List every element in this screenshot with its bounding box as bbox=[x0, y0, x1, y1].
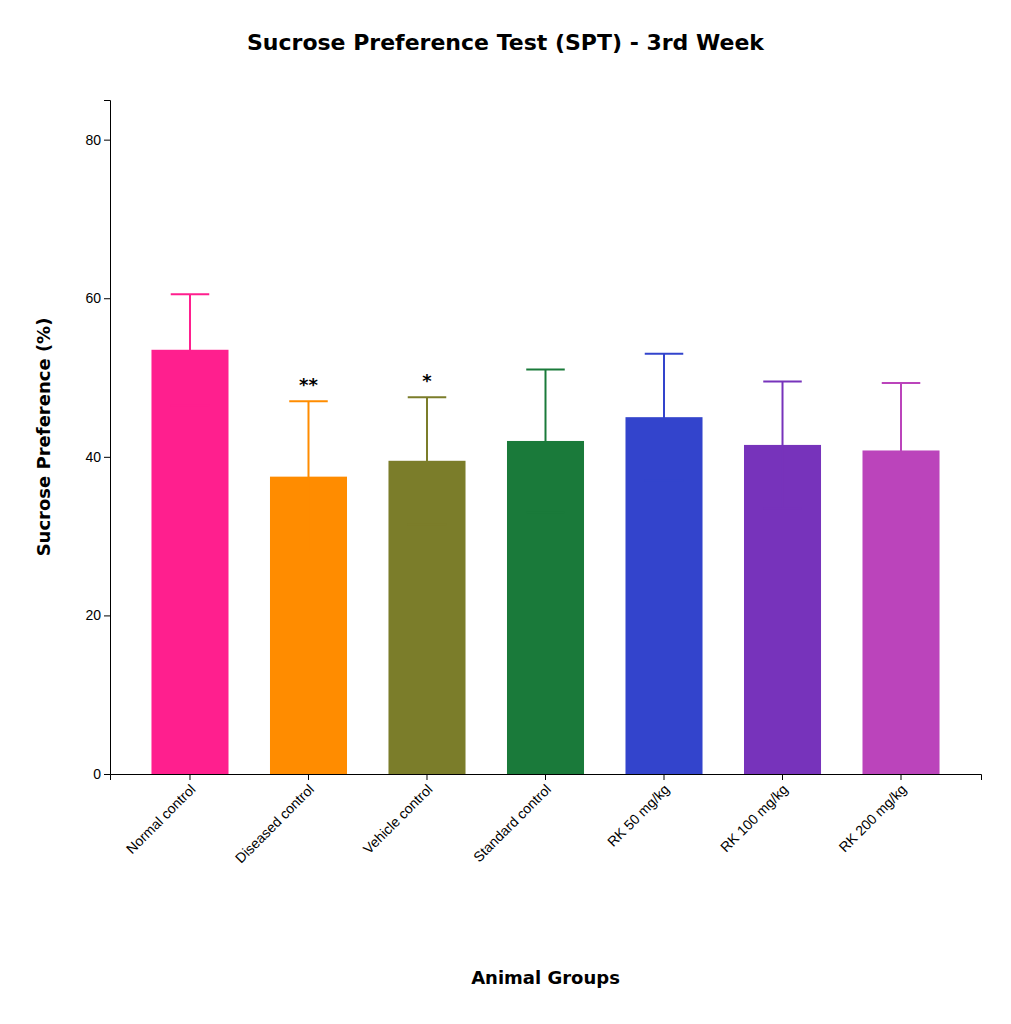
tick-mark bbox=[104, 140, 110, 141]
error-bar bbox=[882, 383, 921, 518]
tick-label: RK 200 mg/kg bbox=[835, 781, 909, 855]
bar bbox=[151, 350, 228, 774]
error-bar bbox=[763, 381, 802, 508]
error-bar-cap bbox=[171, 293, 210, 295]
tick-label: Diseased control bbox=[232, 781, 317, 866]
error-bar bbox=[408, 397, 447, 524]
tick-label: 60 bbox=[85, 290, 101, 306]
tick-mark bbox=[104, 298, 110, 299]
tick: 20 bbox=[85, 607, 110, 623]
tick: RK 100 mg/kg bbox=[717, 774, 791, 855]
error-bar-cap bbox=[171, 404, 210, 406]
error-bar-cap bbox=[645, 480, 684, 482]
tick: Vehicle control bbox=[360, 774, 436, 857]
error-bar-cap bbox=[526, 369, 565, 371]
error-bar-cap bbox=[526, 511, 565, 513]
tick: Normal control bbox=[123, 774, 199, 857]
x-axis: Normal control Diseased control Vehicle co… bbox=[111, 774, 982, 866]
tick: 80 bbox=[85, 132, 110, 148]
error-bar-stem bbox=[663, 354, 665, 481]
error-bar-stem bbox=[782, 381, 784, 508]
tick-label: 0 bbox=[93, 766, 101, 782]
axis-line bbox=[104, 101, 111, 775]
tick-mark bbox=[189, 774, 190, 780]
tick-label: Normal control bbox=[123, 781, 199, 857]
chart: ***020406080Normal controlDiseased contr… bbox=[0, 0, 1011, 1024]
error-bar-cap bbox=[763, 380, 802, 382]
error-bar-stem bbox=[307, 401, 309, 552]
tick-mark bbox=[782, 774, 783, 780]
tick-label: RK 100 mg/kg bbox=[717, 781, 791, 855]
error-bar-stem bbox=[426, 397, 428, 524]
error-bar-cap bbox=[882, 517, 921, 519]
tick: RK 50 mg/kg bbox=[604, 774, 673, 850]
error-bar-cap bbox=[408, 396, 447, 398]
tick-mark bbox=[545, 774, 546, 780]
tick-mark bbox=[308, 774, 309, 780]
title: Sucrose Preference Test (SPT) - 3rd Week bbox=[247, 30, 765, 55]
tick: 0 bbox=[93, 766, 110, 782]
axis-line bbox=[111, 775, 982, 781]
annotations: *** bbox=[299, 370, 432, 395]
error-bar bbox=[289, 401, 328, 552]
tick: RK 200 mg/kg bbox=[835, 774, 909, 855]
tick-mark bbox=[664, 774, 665, 780]
tick-label: 80 bbox=[85, 132, 101, 148]
tick-label: Vehicle control bbox=[360, 781, 436, 857]
tick-label: RK 50 mg/kg bbox=[604, 781, 673, 850]
tick-mark bbox=[104, 774, 110, 775]
error-bar-cap bbox=[763, 507, 802, 509]
error-bar bbox=[171, 294, 210, 405]
y-axis: 0 20 40 60 80 bbox=[85, 101, 110, 782]
error-bar-stem bbox=[545, 370, 547, 513]
tick-mark bbox=[104, 615, 110, 616]
tick-label: 20 bbox=[85, 607, 101, 623]
tick: Diseased control bbox=[232, 774, 317, 866]
tick: 40 bbox=[85, 449, 110, 465]
significance-label: ** bbox=[299, 374, 318, 395]
error-bar-stem bbox=[900, 383, 902, 518]
error-bar-cap bbox=[645, 353, 684, 355]
tick: 60 bbox=[85, 290, 110, 306]
tick: Standard control bbox=[470, 774, 554, 865]
plot: ***020406080Normal controlDiseased contr… bbox=[85, 101, 981, 867]
tick-mark bbox=[426, 774, 427, 780]
significance-label: * bbox=[422, 370, 432, 391]
tick-mark bbox=[104, 457, 110, 458]
x-axis-title: Animal Groups bbox=[471, 967, 620, 988]
error-bar-stem bbox=[189, 294, 191, 405]
marks bbox=[151, 294, 939, 774]
error-bar-cap bbox=[408, 523, 447, 525]
tick-label: Standard control bbox=[470, 781, 554, 865]
tick-mark bbox=[901, 774, 902, 780]
tick-label: 40 bbox=[85, 449, 101, 465]
error-bar bbox=[526, 370, 565, 513]
error-bar bbox=[645, 354, 684, 481]
error-bar-cap bbox=[882, 382, 921, 384]
error-bar-cap bbox=[289, 551, 328, 553]
y-axis-title: Sucrose Preference (%) bbox=[33, 318, 54, 557]
error-bar-cap bbox=[289, 400, 328, 402]
